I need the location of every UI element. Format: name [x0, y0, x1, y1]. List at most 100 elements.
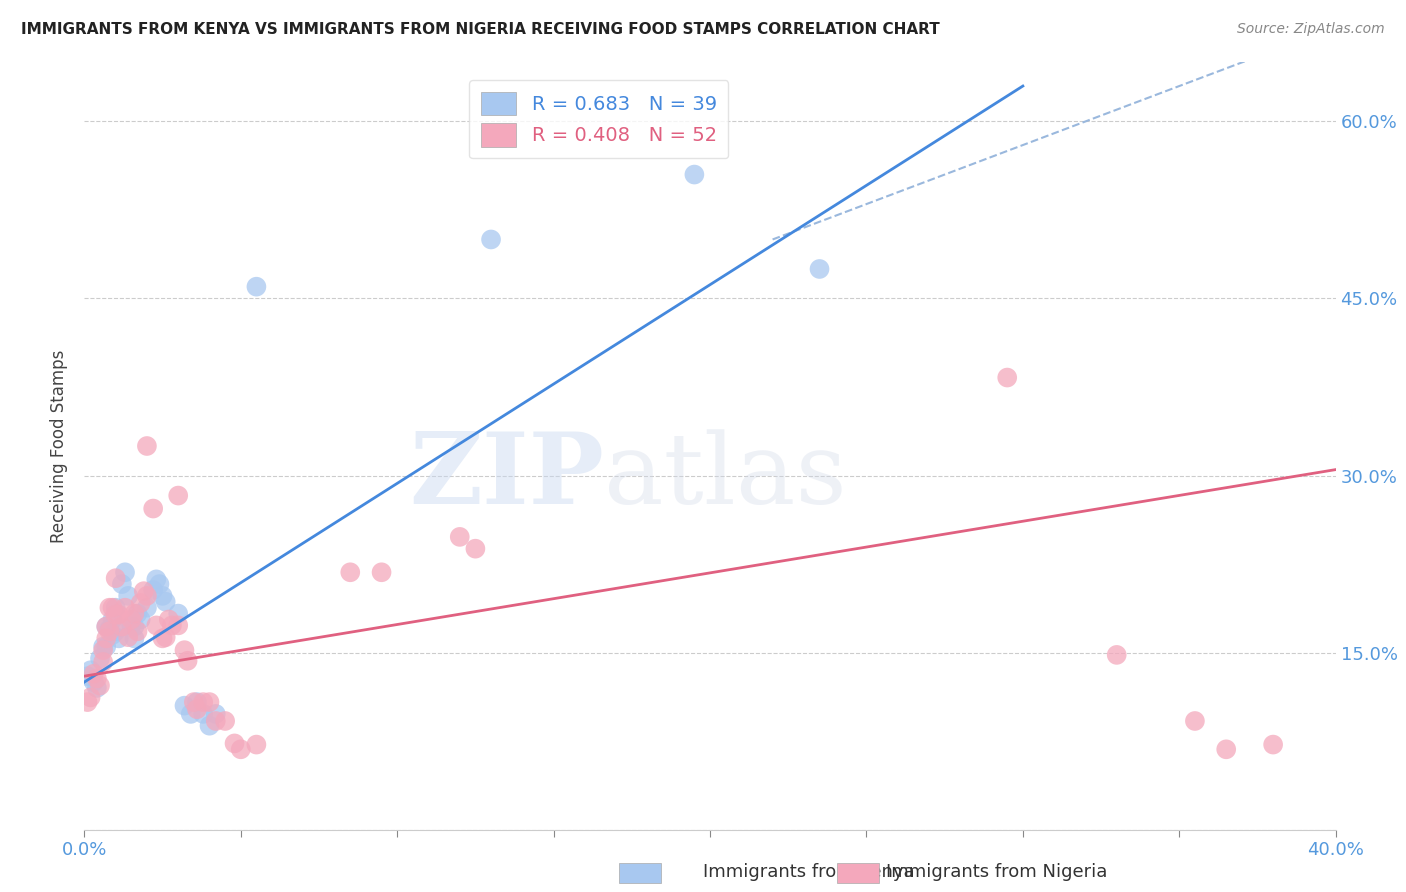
Point: [96, 640, 118, 654]
Point: [136, 600, 159, 615]
Point: [167, 618, 190, 632]
Point: [107, 632, 129, 646]
Point: [86, 672, 108, 686]
Point: [148, 577, 170, 591]
Point: [129, 596, 152, 610]
Point: [124, 632, 146, 646]
Point: [479, 232, 502, 246]
Point: [91, 643, 114, 657]
Point: [180, 706, 202, 721]
Point: [86, 681, 108, 695]
Point: [91, 640, 114, 654]
Point: [117, 589, 139, 603]
Point: [145, 573, 167, 587]
Text: Immigrants from Kenya: Immigrants from Kenya: [703, 863, 915, 881]
Point: [370, 566, 392, 580]
Point: [152, 632, 174, 646]
Point: [104, 600, 127, 615]
Point: [152, 589, 174, 603]
Point: [204, 714, 226, 728]
Point: [224, 736, 246, 750]
Point: [173, 698, 195, 713]
Point: [808, 262, 831, 277]
Point: [145, 618, 167, 632]
Point: [83, 666, 105, 681]
Point: [214, 714, 236, 728]
Text: IMMIGRANTS FROM KENYA VS IMMIGRANTS FROM NIGERIA RECEIVING FOOD STAMPS CORRELATI: IMMIGRANTS FROM KENYA VS IMMIGRANTS FROM…: [21, 22, 939, 37]
Text: Source: ZipAtlas.com: Source: ZipAtlas.com: [1237, 22, 1385, 37]
Point: [101, 612, 124, 626]
Point: [129, 612, 152, 626]
Point: [229, 742, 252, 756]
Point: [339, 566, 361, 580]
Point: [142, 501, 165, 516]
Point: [1184, 714, 1206, 728]
Point: [98, 600, 121, 615]
Point: [136, 439, 159, 453]
Point: [96, 619, 118, 633]
Point: [89, 651, 111, 665]
Point: [198, 719, 221, 733]
Point: [104, 607, 127, 622]
Point: [96, 632, 118, 646]
Point: [1263, 738, 1285, 752]
Point: [995, 370, 1018, 384]
Point: [114, 566, 136, 580]
Point: [136, 589, 159, 603]
Point: [245, 279, 267, 293]
Legend: R = 0.683   N = 39, R = 0.408   N = 52: R = 0.683 N = 39, R = 0.408 N = 52: [470, 79, 728, 159]
Point: [101, 628, 124, 642]
Point: [132, 584, 155, 599]
Point: [83, 675, 105, 690]
Point: [157, 612, 180, 626]
Point: [79, 663, 101, 677]
Point: [167, 607, 190, 621]
Point: [89, 679, 111, 693]
Text: ZIP: ZIP: [409, 428, 603, 525]
Point: [193, 706, 215, 721]
Point: [98, 622, 121, 636]
Text: atlas: atlas: [603, 429, 846, 524]
Point: [127, 607, 149, 621]
Point: [193, 695, 215, 709]
Point: [198, 695, 221, 709]
Point: [91, 655, 114, 669]
Point: [101, 600, 124, 615]
Point: [160, 618, 183, 632]
Point: [683, 168, 706, 182]
Point: [124, 607, 146, 621]
Point: [176, 654, 198, 668]
Point: [117, 630, 139, 644]
Point: [204, 706, 226, 721]
Point: [1215, 742, 1237, 756]
Point: [155, 595, 177, 609]
Point: [449, 530, 471, 544]
Point: [1105, 648, 1128, 662]
Point: [167, 489, 190, 503]
Point: [245, 738, 267, 752]
Point: [124, 619, 146, 633]
Point: [173, 643, 195, 657]
Point: [111, 577, 134, 591]
Point: [111, 619, 134, 633]
Point: [183, 695, 205, 709]
Point: [107, 607, 129, 622]
Point: [114, 600, 136, 615]
Point: [76, 695, 98, 709]
Point: [96, 619, 118, 633]
Point: [120, 618, 142, 632]
Point: [127, 624, 149, 639]
Point: [120, 612, 142, 626]
Point: [186, 695, 208, 709]
Point: [186, 702, 208, 716]
Point: [76, 669, 98, 683]
Point: [464, 541, 486, 556]
Y-axis label: Receiving Food Stamps: Receiving Food Stamps: [51, 350, 69, 542]
Point: [155, 630, 177, 644]
Point: [142, 582, 165, 597]
Point: [98, 624, 121, 639]
Point: [104, 571, 127, 585]
Point: [79, 690, 101, 705]
Text: Immigrants from Nigeria: Immigrants from Nigeria: [886, 863, 1107, 881]
Point: [104, 624, 127, 639]
